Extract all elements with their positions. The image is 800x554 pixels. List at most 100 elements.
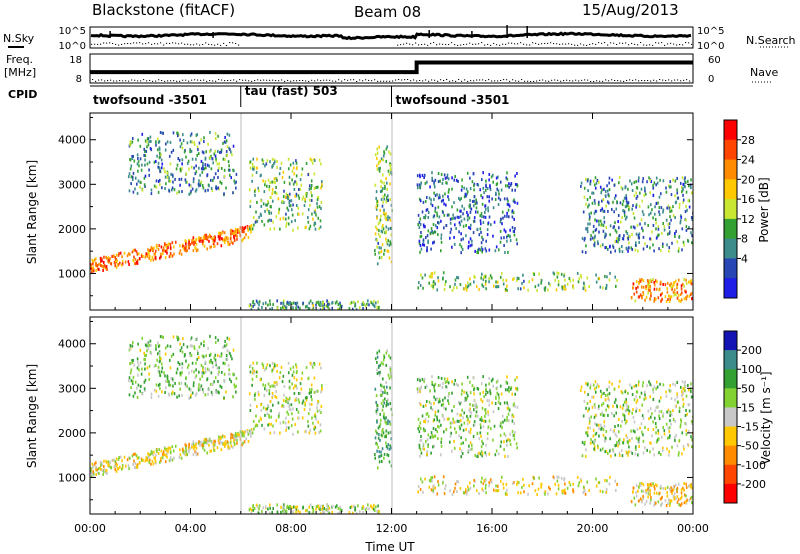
velocity-gate [604,438,607,442]
velocity-gate [304,509,307,513]
velocity-gate [208,368,210,372]
y-tick-label: 2000 [58,223,86,236]
power-gate [309,299,312,303]
power-gate [311,212,313,216]
velocity-gate [210,358,212,362]
power-gate [135,250,138,254]
power-gate [467,284,470,288]
velocity-gate [158,351,161,355]
velocity-gate [685,429,688,433]
nave-sample [617,80,619,82]
velocity-gate [127,464,130,468]
velocity-gate [472,435,475,439]
power-gate [92,268,95,272]
power-gate [479,214,482,218]
power-gate [290,302,293,306]
power-gate [676,286,678,290]
velocity-gate [382,428,384,432]
velocity-gate [90,470,93,474]
velocity-gate [131,381,134,385]
power-gate [378,305,380,309]
power-gate [665,186,667,190]
velocity-gate [618,442,621,446]
power-gate [144,149,146,153]
velocity-gate [375,505,377,509]
velocity-gate [299,510,301,514]
velocity-gate [652,420,654,424]
velocity-gate [320,390,322,394]
power-gate [172,245,175,249]
velocity-gate [647,492,650,496]
power-gate [307,208,310,212]
power-gate [480,276,483,280]
velocity-gate [218,437,221,441]
nsearch-sample [511,42,513,44]
velocity-gate [146,341,149,345]
velocity-gate [622,403,625,407]
velocity-gate [595,413,598,417]
velocity-gate [349,506,352,510]
velocity-gate [497,452,500,456]
velocity-gate [669,487,671,491]
velocity-gate [281,380,284,384]
velocity-gate [298,392,300,396]
power-gate [282,216,285,220]
velocity-gate [536,493,538,497]
velocity-gate [153,388,156,392]
velocity-gate [169,344,172,348]
power-gate [605,286,608,290]
power-gate [375,225,377,229]
power-gate [144,154,147,158]
velocity-gate [377,510,379,514]
velocity-gate [506,443,508,447]
nsearch-sample [430,42,432,44]
nave-sample [251,80,253,82]
velocity-gate [508,389,510,393]
velocity-gate [139,389,141,393]
power-gate [691,241,693,245]
power-gate [553,272,556,276]
power-gate [566,282,569,286]
velocity-gate [613,387,616,391]
velocity-gate [166,344,169,348]
power-gate [507,234,510,238]
velocity-gate [188,442,190,446]
power-gate [232,241,234,245]
velocity-gate [299,382,302,386]
power-gate [611,207,613,211]
power-gate [560,272,563,276]
power-gate [674,232,676,236]
power-gate [179,249,182,253]
nsearch-sample [472,43,474,45]
velocity-gate [493,424,496,428]
velocity-gate [376,405,378,409]
power-gate [169,140,172,144]
power-gate [608,278,611,282]
velocity-gate [218,435,220,439]
velocity-gate [505,380,508,384]
velocity-gate [176,335,178,339]
power-gate [583,195,586,199]
power-gate [433,282,435,286]
nave-sample [128,80,130,82]
power-gate [690,186,692,190]
velocity-gate [679,503,682,507]
nave-sample [389,80,391,82]
velocity-gate [117,457,120,461]
freq-label-1: Freq. [6,53,33,66]
power-gate [461,204,463,208]
power-gate [482,186,485,190]
nave-sample [539,79,541,81]
power-gate [502,216,504,220]
power-gate [390,203,393,207]
power-gate [145,254,148,258]
velocity-gate [128,376,131,380]
power-gate [229,148,231,152]
velocity-gate [450,431,452,435]
power-gate [597,219,600,223]
velocity-gate [681,394,683,398]
power-gate [420,181,422,185]
power-gate [280,306,282,310]
velocity-gate [584,440,586,444]
velocity-gate [161,390,163,394]
